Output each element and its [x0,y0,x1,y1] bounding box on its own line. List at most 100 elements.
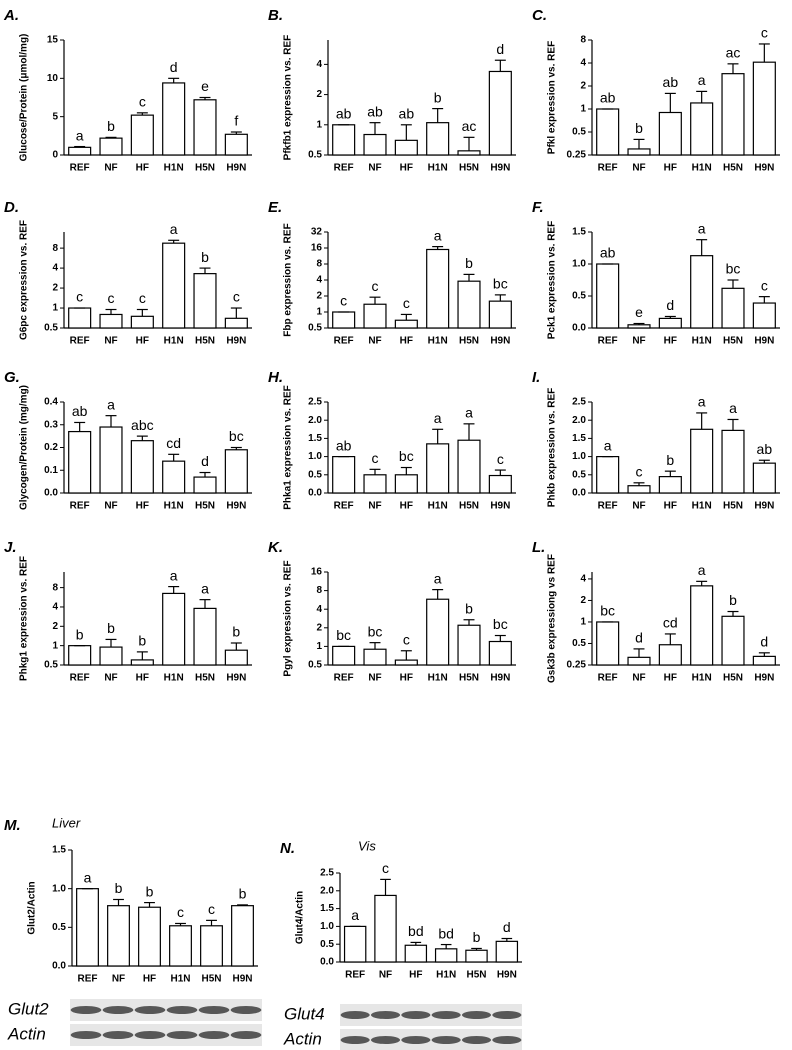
y-tick-label: 0 [52,150,58,161]
significance-letter: c [497,451,504,467]
significance-letter: ab [663,74,679,90]
x-tick-label: H1N [164,673,184,684]
y-tick-label: 0.0 [308,488,322,499]
y-tick-label: 0.0 [320,957,334,968]
y-tick-label: 4 [316,275,322,286]
x-tick-label: REF [70,163,90,174]
bar [426,122,450,156]
significance-letter: bc [229,428,244,444]
bar [130,114,154,156]
blot-band [134,1031,166,1039]
panel-title: I. [532,369,540,386]
significance-letter: c [108,290,115,306]
x-tick-label: HF [136,163,149,174]
y-tick-label: 1.0 [572,451,586,462]
significance-letter: c [340,293,347,309]
x-tick-label: NF [632,673,645,684]
y-tick-label: 0.5 [572,638,586,649]
blot-band [401,1036,431,1044]
x-tick-label: REF [598,501,618,512]
significance-letter: b [239,886,247,902]
significance-letter: c [403,295,410,311]
significance-letter: b [115,880,123,896]
bar [488,474,512,494]
x-tick-label: H1N [164,163,184,174]
bar [394,139,418,156]
bar [394,319,418,329]
panel-title: A. [3,7,19,24]
y-tick-label: 8 [580,35,586,46]
y-axis-label: Glut2/Actin [27,881,38,934]
significance-letter: b [107,620,115,636]
panel-title: B. [268,7,283,24]
significance-letter: b [232,624,240,640]
y-tick-label: 32 [311,227,323,238]
panel-title: N. [280,840,295,857]
significance-letter: b [465,600,473,616]
significance-letter: ab [600,245,616,261]
bar [76,888,99,967]
bar [363,648,387,666]
significance-letter: abc [131,417,154,433]
y-tick-label: 8 [52,582,58,593]
y-tick-label: 0.3 [44,419,58,430]
blot-band [70,1031,102,1039]
blot-band [198,1031,230,1039]
x-tick-label: H5N [195,501,215,512]
y-tick-label: 8 [316,259,322,270]
significance-letter: ab [600,90,616,106]
x-tick-label: REF [78,974,98,985]
x-tick-label: H9N [232,974,252,985]
bar [457,280,481,329]
significance-letter: bc [493,276,508,292]
bar [99,137,123,156]
y-axis-label: Pgyl expression vs. REF [283,560,294,676]
x-tick-label: NF [104,501,117,512]
bar [690,255,714,329]
x-tick-label: REF [598,336,618,347]
y-tick-label: 8 [52,243,58,254]
blot-band [492,1036,522,1044]
significance-letter: a [698,394,706,410]
y-tick-label: 0.4 [44,397,58,408]
blot-band [166,1031,198,1039]
blot-band [340,1036,370,1044]
x-tick-label: HF [664,163,677,174]
bar [162,592,186,666]
significance-letter: d [503,919,511,935]
x-tick-label: H1N [436,970,456,981]
y-axis-label: Phkb expression vs. REF [547,388,558,508]
bar [426,598,450,666]
bar [162,242,186,329]
y-tick-label: 0.25 [567,660,587,671]
x-tick-label: H9N [226,673,246,684]
bar [130,440,154,494]
significance-letter: bc [493,616,508,632]
y-tick-label: 2 [52,621,58,632]
bar [465,949,488,963]
x-tick-label: NF [368,163,381,174]
x-tick-label: HF [400,501,413,512]
bar [68,430,92,494]
significance-letter: a [170,221,178,237]
x-tick-label: H1N [692,673,712,684]
significance-letter: b [465,255,473,271]
x-tick-label: HF [136,336,149,347]
blot-band [70,1006,102,1014]
bar [193,607,217,666]
bar [752,302,776,329]
x-tick-label: H1N [170,974,190,985]
y-tick-label: 0.5 [44,323,58,334]
significance-letter: ac [462,118,477,134]
y-tick-label: 2.5 [308,397,322,408]
bar [596,108,620,156]
y-axis-label: Pck1 expression vs. REF [547,221,558,339]
y-tick-label: 0.5 [572,469,586,480]
panel-title: C. [532,7,547,24]
y-tick-label: 1.5 [572,433,586,444]
significance-letter: bc [368,623,383,639]
x-tick-label: H5N [723,673,743,684]
bar [99,646,123,666]
y-tick-label: 2.0 [320,885,334,896]
bar [99,426,123,494]
